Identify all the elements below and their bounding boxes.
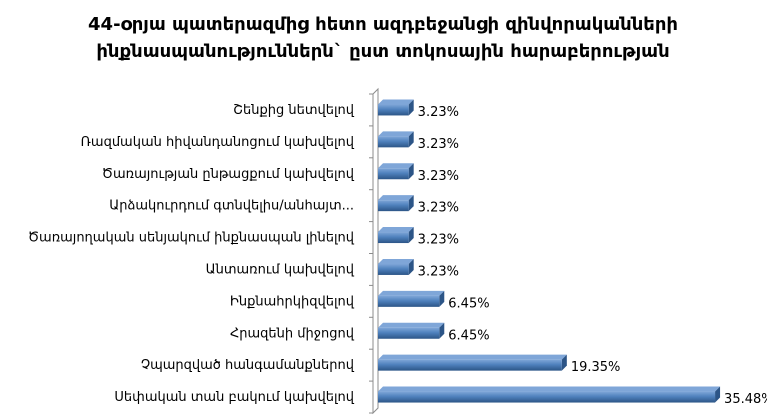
bar-front-face	[378, 168, 409, 180]
category-label: Չպարզված հանգամանքներով	[141, 358, 355, 373]
bar-front-face	[378, 232, 409, 244]
bar-front-face	[378, 391, 716, 403]
bar-top-face	[378, 163, 414, 169]
bar-side-face	[408, 131, 414, 148]
bar-side-face	[408, 227, 414, 244]
data-label: 3.23%	[418, 201, 459, 216]
category-label: Ռազմական հիվանդանոցում կախվելով	[81, 135, 355, 150]
bar-top-face	[378, 195, 414, 201]
bar	[378, 99, 414, 116]
bar-side-face	[408, 163, 414, 180]
category-label: Ծառայողական սենյակում ինքնասպան լինելով	[28, 231, 355, 246]
bar	[378, 227, 414, 244]
data-label: 3.23%	[418, 169, 459, 184]
category-label: Շենքից նետվելով	[233, 103, 355, 118]
bar-side-face	[439, 322, 445, 339]
bar-front-face	[378, 327, 440, 339]
data-label: 35.48%	[724, 392, 767, 407]
bar	[378, 322, 445, 339]
category-label: Արձակուրդում գտնվելիս/անհայտ...	[109, 199, 354, 214]
data-label: 3.23%	[418, 137, 459, 152]
chart-title-line-2: ինքնասպանություններն` ըստ տոկոսային հարա…	[96, 41, 669, 62]
bar-side-face	[408, 195, 414, 212]
bar	[378, 258, 414, 275]
bar-side-face	[715, 386, 721, 403]
bar-front-face	[378, 136, 409, 148]
bar-top-face	[378, 258, 414, 264]
bar-top-face	[378, 227, 414, 233]
data-label: 6.45%	[448, 328, 489, 343]
bar-top-face	[378, 322, 445, 328]
data-label: 19.35%	[571, 360, 621, 375]
data-label: 6.45%	[448, 296, 489, 311]
chart-title-line-1: 44-օրյա պատերազմից հետո ազդբեջանցի զինվո…	[88, 14, 678, 35]
bar	[378, 354, 567, 371]
bar-top-face	[378, 131, 414, 137]
bar-front-face	[378, 295, 440, 307]
bar-top-face	[378, 354, 567, 360]
bar-top-face	[378, 99, 414, 105]
bar-top-face	[378, 290, 445, 296]
category-label: Հրազենի միջոցով	[230, 326, 355, 341]
category-label: Սեփական տան բակում կախվելով	[114, 390, 354, 405]
bar-top-face	[378, 386, 721, 392]
bar	[378, 386, 721, 403]
bar	[378, 290, 445, 307]
value-labels: 3.23% 3.23% 3.23% 3.23% 3.23% 3.23% 6.45% 6.45%…	[418, 105, 767, 407]
bar-side-face	[408, 258, 414, 275]
bar	[378, 131, 414, 148]
bar-side-face	[408, 99, 414, 116]
bar-side-face	[439, 290, 445, 307]
bar-front-face	[378, 359, 562, 371]
category-labels: Շենքից նետվելով Ռազմական հիվանդանոցում կա…	[28, 103, 355, 405]
data-label: 3.23%	[418, 264, 459, 279]
bar-front-face	[378, 104, 409, 116]
bar-side-face	[561, 354, 567, 371]
axis-wall	[372, 87, 379, 415]
data-label: 3.23%	[418, 105, 459, 120]
bar	[378, 163, 414, 180]
category-label: Անտառում կախվելով	[206, 262, 355, 277]
data-label: 3.23%	[418, 233, 459, 248]
bar-front-face	[378, 200, 409, 212]
category-label: Ինքնահրկիզվելով	[230, 294, 355, 309]
bar-front-face	[378, 263, 409, 275]
category-label: Ծառայության ընթացքում կախվելով	[102, 167, 355, 182]
bar	[378, 195, 414, 212]
bars	[378, 99, 721, 403]
category-axis	[369, 87, 379, 415]
